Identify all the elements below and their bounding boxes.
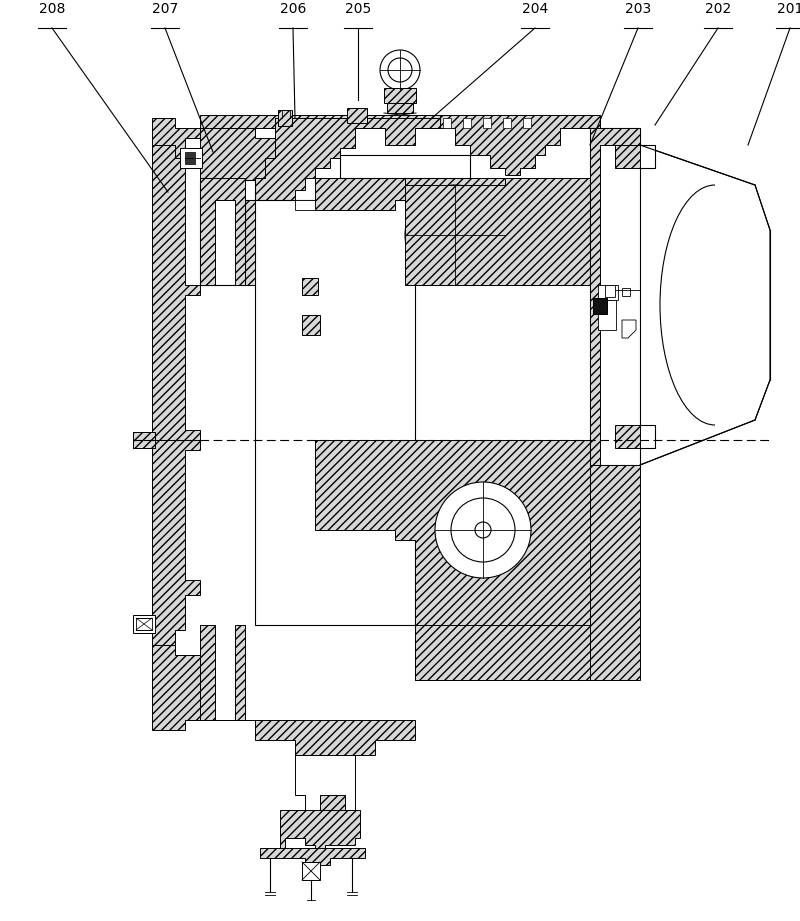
Polygon shape bbox=[245, 118, 440, 285]
Polygon shape bbox=[200, 178, 245, 285]
Polygon shape bbox=[215, 720, 415, 810]
Polygon shape bbox=[200, 128, 275, 285]
Polygon shape bbox=[622, 320, 636, 338]
Bar bbox=[463, 118, 471, 128]
Polygon shape bbox=[590, 285, 615, 440]
Polygon shape bbox=[260, 848, 365, 865]
Circle shape bbox=[435, 482, 531, 578]
Text: 208: 208 bbox=[39, 2, 65, 16]
Polygon shape bbox=[152, 118, 200, 158]
Polygon shape bbox=[152, 145, 200, 440]
Polygon shape bbox=[152, 645, 200, 730]
Polygon shape bbox=[415, 625, 590, 680]
Bar bbox=[593, 298, 607, 314]
Polygon shape bbox=[590, 128, 655, 465]
Circle shape bbox=[380, 50, 420, 90]
Polygon shape bbox=[615, 145, 640, 168]
Bar bbox=[605, 285, 615, 297]
Text: 202: 202 bbox=[705, 2, 731, 16]
Text: 203: 203 bbox=[625, 2, 651, 16]
Polygon shape bbox=[295, 200, 315, 210]
Bar bbox=[136, 618, 152, 630]
Polygon shape bbox=[315, 440, 590, 625]
Polygon shape bbox=[590, 128, 640, 465]
Polygon shape bbox=[440, 115, 600, 175]
Circle shape bbox=[451, 498, 515, 562]
Polygon shape bbox=[280, 810, 360, 855]
Polygon shape bbox=[302, 315, 320, 335]
Bar bbox=[503, 118, 511, 128]
Polygon shape bbox=[200, 625, 245, 720]
Text: 207: 207 bbox=[152, 2, 178, 16]
Bar bbox=[598, 300, 616, 330]
Circle shape bbox=[420, 200, 490, 270]
Bar bbox=[133, 615, 155, 633]
Polygon shape bbox=[315, 178, 590, 285]
Circle shape bbox=[405, 185, 505, 285]
Bar bbox=[180, 148, 202, 168]
Bar bbox=[278, 110, 292, 126]
Polygon shape bbox=[295, 755, 355, 810]
Text: 206: 206 bbox=[280, 2, 306, 16]
Polygon shape bbox=[152, 440, 200, 645]
Circle shape bbox=[447, 227, 463, 243]
Polygon shape bbox=[415, 625, 590, 668]
Bar bbox=[483, 118, 491, 128]
Bar bbox=[384, 88, 416, 103]
Polygon shape bbox=[200, 180, 255, 285]
Polygon shape bbox=[640, 145, 770, 465]
Polygon shape bbox=[255, 200, 415, 625]
Polygon shape bbox=[200, 180, 255, 285]
Bar bbox=[622, 288, 630, 296]
Text: 201: 201 bbox=[777, 2, 800, 16]
Bar bbox=[302, 862, 320, 880]
Circle shape bbox=[475, 522, 491, 538]
Bar bbox=[347, 108, 367, 123]
Polygon shape bbox=[133, 432, 155, 448]
Polygon shape bbox=[405, 178, 590, 285]
Polygon shape bbox=[590, 128, 615, 285]
Polygon shape bbox=[200, 115, 600, 128]
Bar bbox=[133, 432, 155, 448]
Polygon shape bbox=[415, 625, 590, 680]
Bar bbox=[185, 152, 195, 164]
Circle shape bbox=[388, 58, 412, 82]
Polygon shape bbox=[615, 425, 640, 448]
Bar bbox=[598, 285, 618, 300]
Polygon shape bbox=[302, 278, 318, 295]
Text: 204: 204 bbox=[522, 2, 548, 16]
Bar bbox=[443, 118, 451, 128]
Polygon shape bbox=[590, 465, 640, 680]
Polygon shape bbox=[340, 155, 470, 178]
Text: 205: 205 bbox=[345, 2, 371, 16]
Bar bbox=[523, 118, 531, 128]
Bar bbox=[387, 103, 413, 113]
